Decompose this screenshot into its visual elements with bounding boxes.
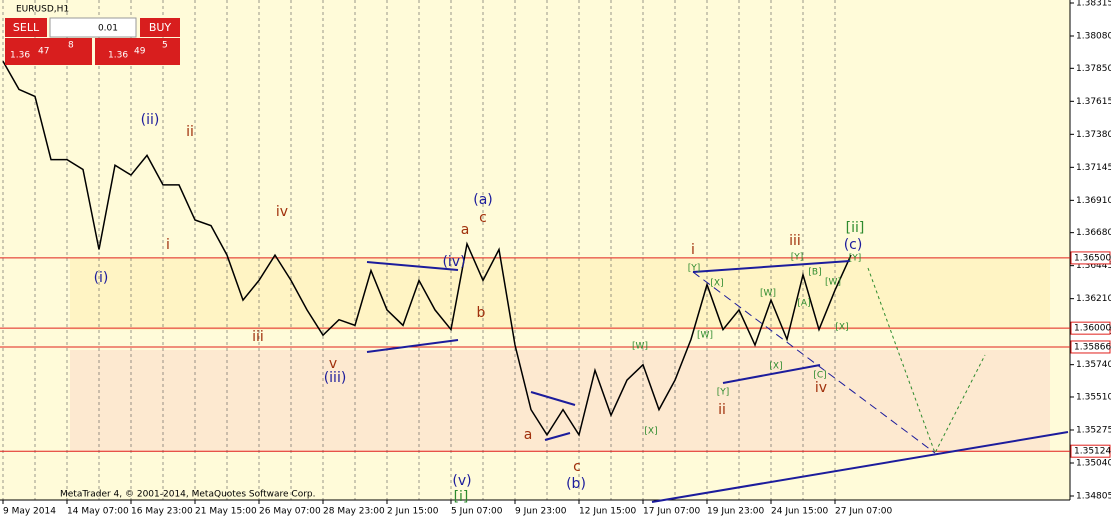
- wave-label: v: [329, 356, 337, 372]
- x-tick-label: 27 Jun 07:00: [835, 507, 892, 517]
- wave-label: c: [479, 210, 487, 226]
- wave-label: (v): [452, 473, 471, 489]
- wave-label: [i]: [454, 489, 469, 505]
- wave-label: [A]: [797, 299, 810, 309]
- wave-label: [X]: [710, 279, 723, 289]
- y-tick-label: 1.38080: [1076, 32, 1111, 42]
- y-tick-label: 1.36680: [1076, 228, 1111, 238]
- trade-panel: SELL 0.01 BUY 1.36 47 8 1.36 49 5: [5, 17, 180, 65]
- level-label: 1.35866: [1074, 342, 1111, 352]
- wave-label: [Y]: [717, 388, 730, 398]
- wave-label: (a): [473, 192, 493, 208]
- y-tick-label: 1.37145: [1076, 163, 1111, 173]
- wave-label: iv: [276, 204, 288, 220]
- wave-label: [X]: [644, 427, 657, 437]
- x-tick-label: 9 May 2014: [3, 507, 56, 517]
- x-tick-label: 19 Jun 23:00: [707, 507, 764, 517]
- y-tick-label: 1.35275: [1076, 425, 1111, 435]
- x-tick-label: 14 May 07:00: [67, 507, 129, 517]
- wave-label: (ii): [141, 112, 160, 128]
- wave-label: [W]: [825, 278, 841, 288]
- trend-lines: [366, 260, 1069, 503]
- y-tick-label: 1.36445: [1076, 261, 1111, 271]
- wave-label: [Y]: [688, 264, 701, 274]
- buy-label: BUY: [149, 21, 172, 34]
- zone: [70, 258, 1050, 330]
- wave-label: (iii): [324, 370, 347, 386]
- wave-label: [X]: [835, 323, 848, 333]
- wave-label: [W]: [697, 331, 713, 341]
- sell-label: SELL: [13, 21, 40, 34]
- ask-big: 49: [134, 47, 146, 57]
- wave-label: (c): [844, 237, 863, 253]
- wave-label: iii: [789, 233, 801, 249]
- bid-small: 8: [68, 41, 74, 51]
- y-tick-label: 1.35040: [1076, 458, 1111, 468]
- wave-label: ii: [186, 124, 194, 140]
- bid-big: 47: [38, 47, 49, 57]
- wave-label: [W]: [632, 342, 648, 352]
- wave-label: a: [461, 222, 470, 238]
- x-tick-label: 2 Jun 15:00: [387, 507, 439, 517]
- bid-prefix: 1.36: [10, 51, 30, 61]
- projection: [867, 267, 986, 455]
- wave-label: (b): [566, 476, 586, 492]
- wave-label: (i): [94, 270, 109, 286]
- price-line: [2, 60, 852, 437]
- wave-label: [C]: [813, 371, 826, 381]
- wave-label: i: [691, 242, 695, 258]
- lot-input[interactable]: [49, 17, 137, 38]
- x-tick-label: 12 Jun 15:00: [579, 507, 636, 517]
- level-label: 1.36500: [1074, 253, 1111, 263]
- ask-prefix: 1.36: [108, 51, 128, 61]
- wave-label: iv: [815, 380, 827, 396]
- bid-box[interactable]: [5, 38, 92, 65]
- copyright: MetaTrader 4, © 2001-2014, MetaQuotes So…: [60, 490, 316, 500]
- wave-label: [Y]: [791, 253, 804, 263]
- wave-label: [ii]: [846, 220, 865, 236]
- ask-box[interactable]: [95, 38, 180, 65]
- x-tick-label: 28 May 23:00: [323, 507, 385, 517]
- x-tick-label: 26 May 07:00: [259, 507, 321, 517]
- x-tick-label: 9 Jun 23:00: [515, 507, 567, 517]
- level-tag: [1070, 321, 1111, 335]
- level-tag: [1070, 340, 1111, 354]
- level-tag: [1070, 251, 1111, 265]
- wave-label: [X]: [769, 362, 782, 372]
- wave-label: b: [477, 305, 486, 321]
- lot-value: 0.01: [98, 24, 118, 34]
- y-tick-label: 1.37380: [1076, 130, 1111, 140]
- wave-label: i: [166, 237, 170, 253]
- level-label: 1.36000: [1074, 324, 1111, 334]
- sell-button[interactable]: [5, 18, 47, 37]
- y-tick-label: 1.37615: [1076, 97, 1111, 107]
- wave-label: c: [573, 459, 581, 475]
- x-tick-label: 16 May 23:00: [131, 507, 193, 517]
- level-label: 1.35124: [1074, 447, 1111, 457]
- wave-label: iii: [252, 329, 264, 345]
- y-tick-label: 1.35740: [1076, 360, 1111, 370]
- x-tick-label: 21 May 15:00: [195, 507, 257, 517]
- wave-label: [Y]: [849, 254, 862, 264]
- y-tick-label: 1.36210: [1076, 294, 1111, 304]
- buy-button[interactable]: [140, 18, 180, 37]
- ask-small: 5: [162, 41, 168, 51]
- y-tick-label: 1.37850: [1076, 64, 1111, 74]
- wave-label: [W]: [760, 289, 776, 299]
- x-tick-label: 24 Jun 15:00: [771, 507, 828, 517]
- x-tick-label: 5 Jun 07:00: [451, 507, 503, 517]
- y-tick-label: 1.34805: [1076, 492, 1111, 502]
- wave-label: ii: [718, 402, 726, 418]
- wave-label: [B]: [808, 268, 821, 278]
- level-tag: [1070, 444, 1111, 458]
- y-tick-label: 1.35510: [1076, 392, 1111, 402]
- y-tick-label: 1.36910: [1076, 196, 1111, 206]
- wave-label: (iv): [442, 254, 465, 270]
- wave-label: a: [524, 427, 533, 443]
- x-tick-label: 17 Jun 07:00: [643, 507, 700, 517]
- window-title: EURUSD,H1: [16, 5, 69, 15]
- y-tick-label: 1.38315: [1076, 0, 1111, 9]
